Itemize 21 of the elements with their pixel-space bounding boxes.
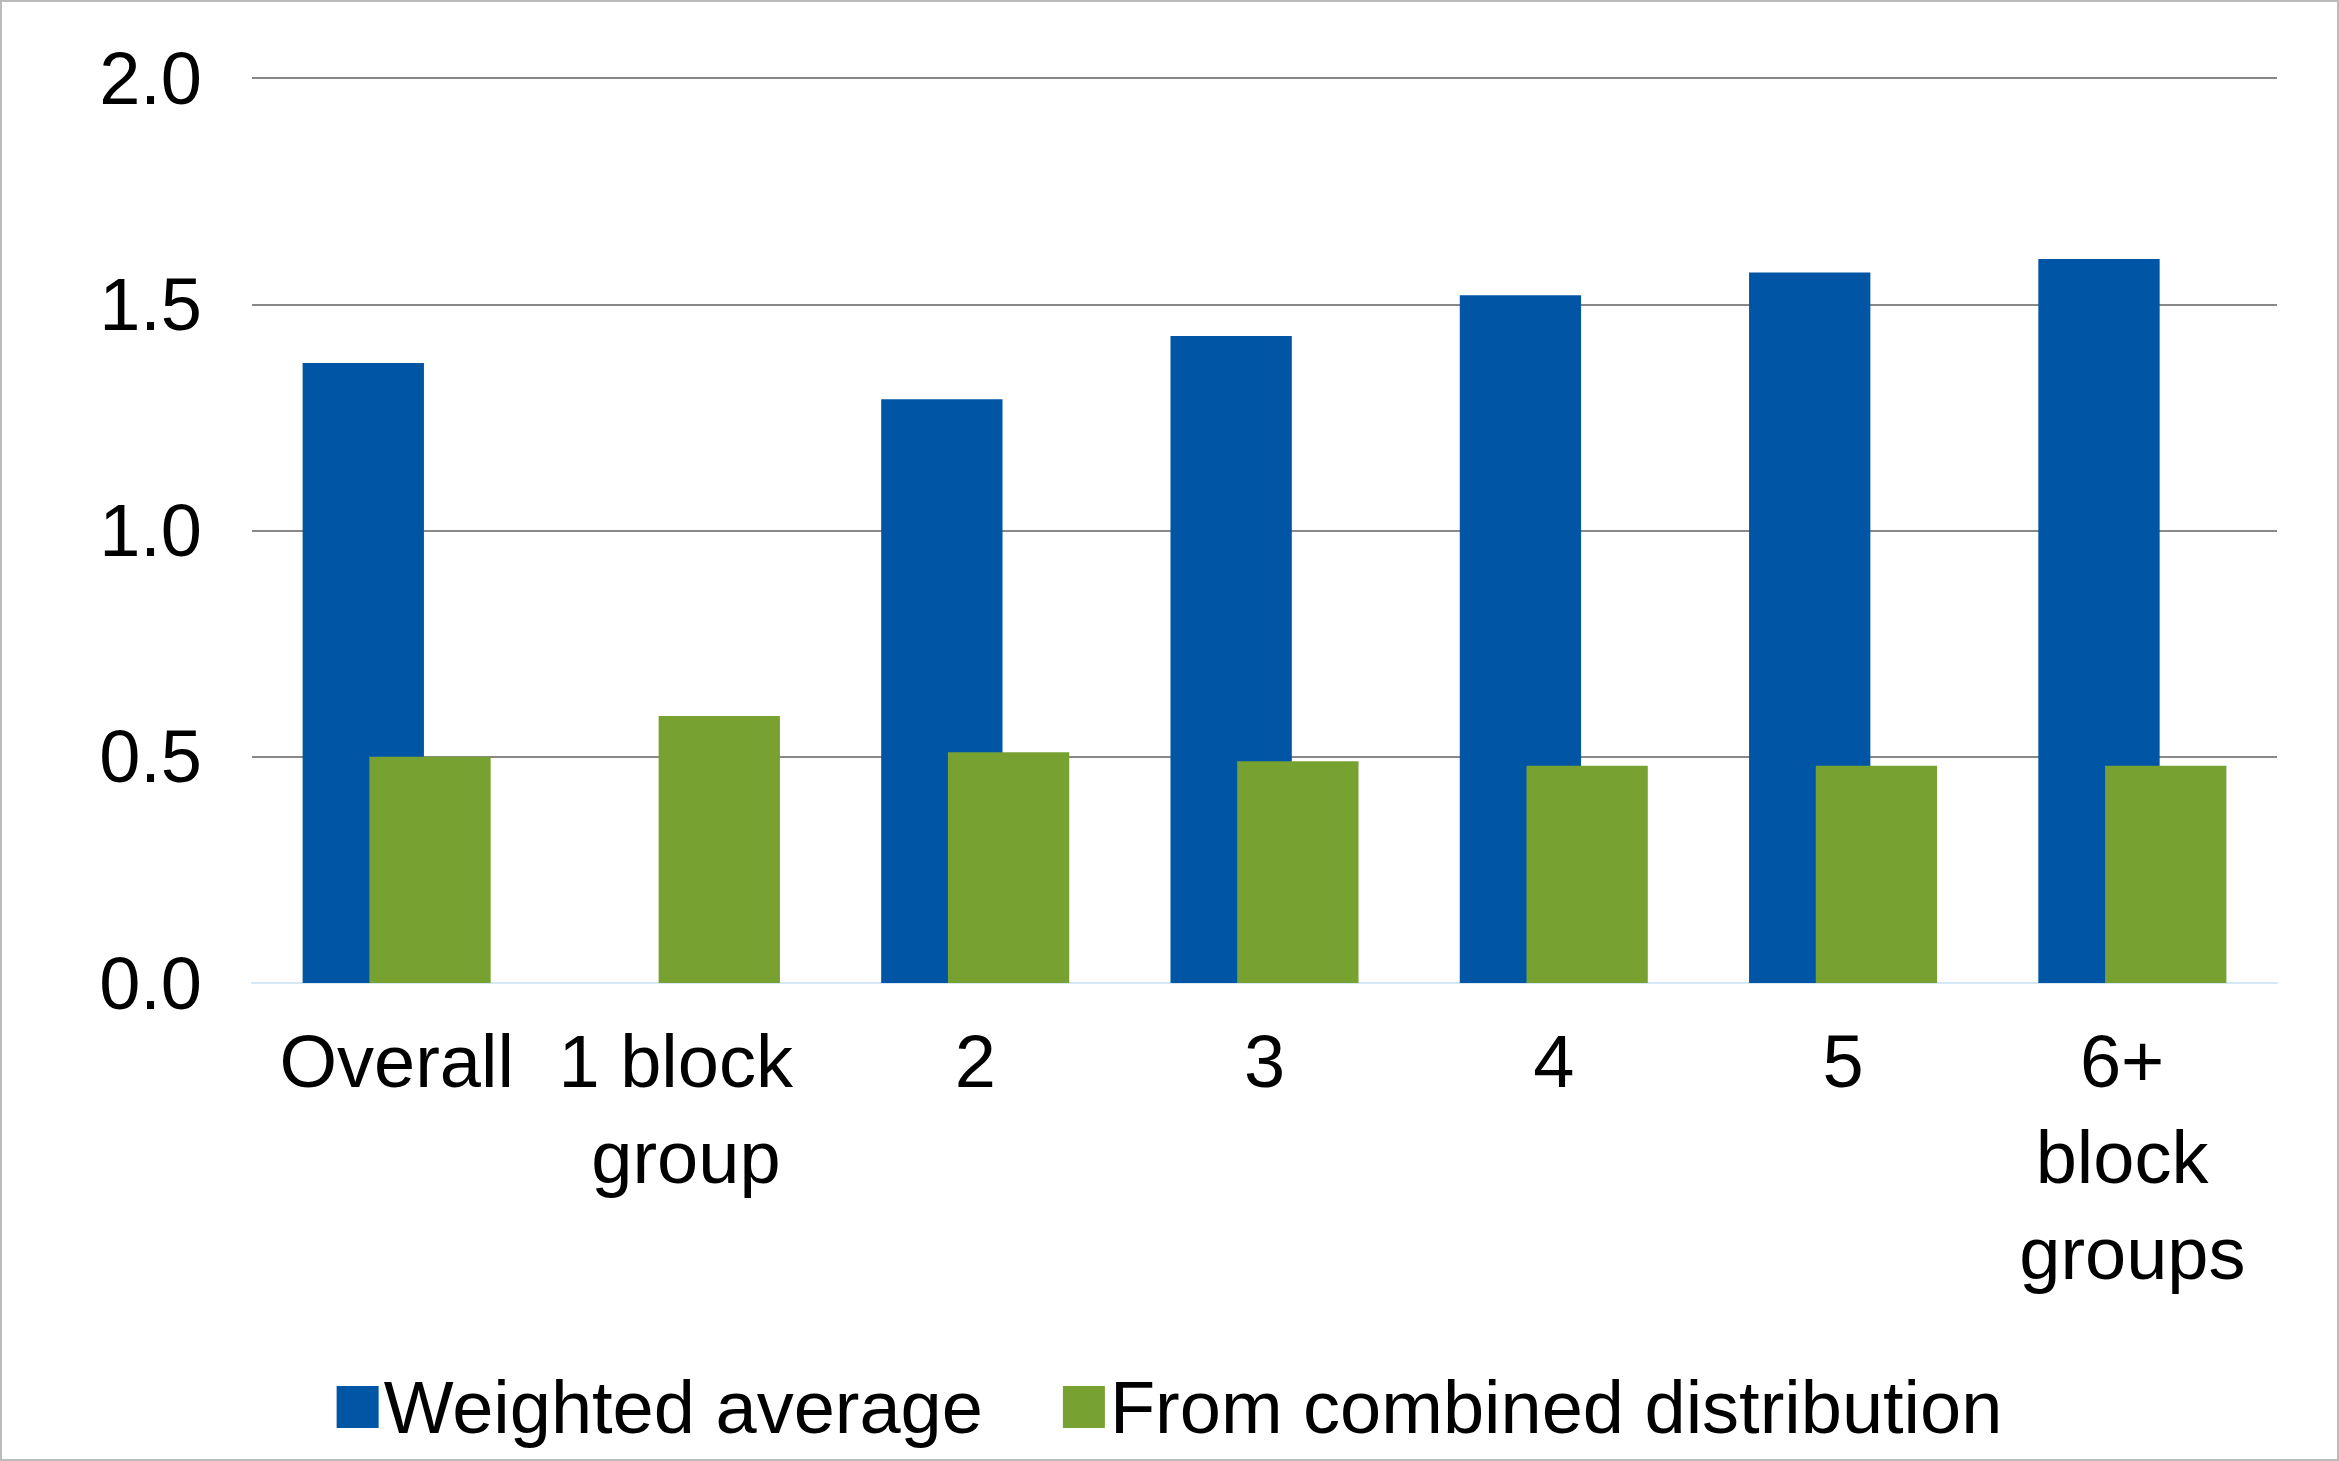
x-tick-label: 2 [954, 1019, 996, 1103]
bar [658, 716, 780, 983]
y-tick-label: 0.5 [99, 715, 202, 799]
bar [369, 756, 491, 983]
x-tick-label: 5 [1822, 1019, 1864, 1103]
bar [1526, 765, 1648, 983]
x-tick-label: Overall [279, 1019, 514, 1103]
bar [2105, 765, 2227, 983]
legend-label: From combined distribution [1109, 1365, 2003, 1449]
bar [1815, 765, 1938, 983]
y-tick-label: 1.5 [99, 262, 202, 346]
x-tick-label: 3 [1243, 1019, 1286, 1103]
y-tick-label: 0.0 [99, 941, 202, 1025]
legend-label: Weighted average [383, 1365, 983, 1449]
x-tick-label: 1 block group [558, 1019, 814, 1199]
y-tick-label: 1.0 [99, 489, 202, 572]
bar [947, 752, 1070, 983]
y-tick-label: 2.0 [99, 36, 202, 120]
x-tick-label: 4 [1533, 1019, 1575, 1103]
bar [1237, 761, 1359, 983]
x-tick-label: 6+ block groups [2019, 1019, 2246, 1295]
